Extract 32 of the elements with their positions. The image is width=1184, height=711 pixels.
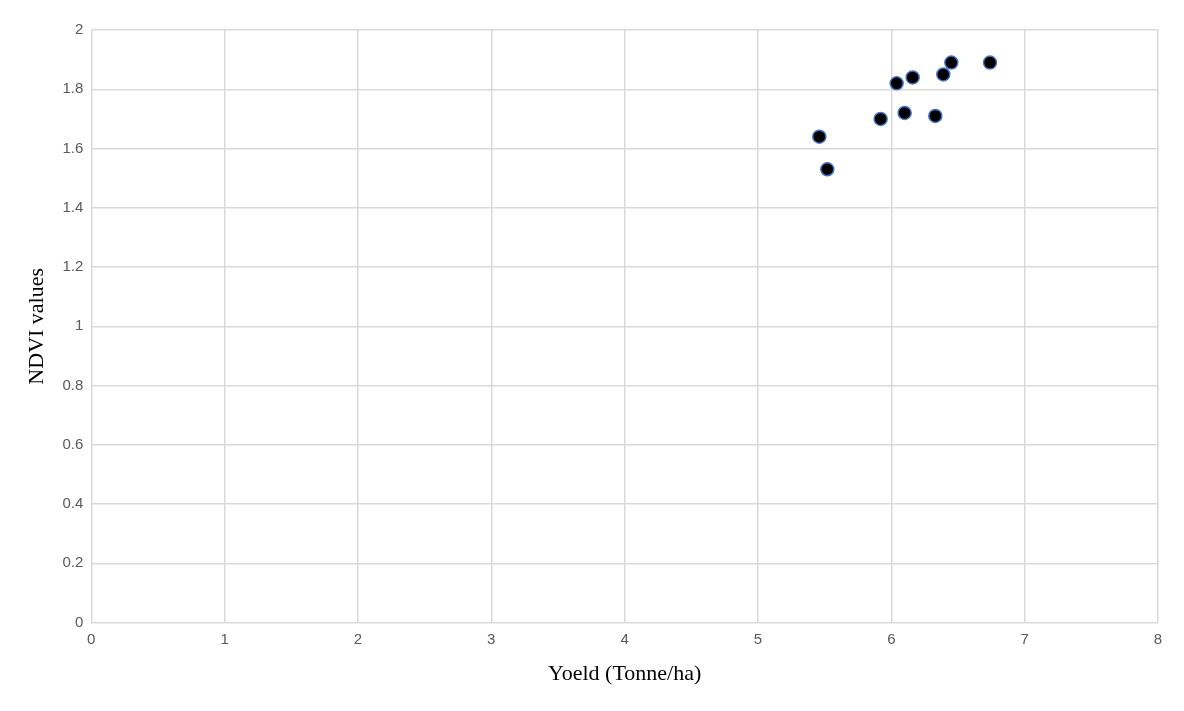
- x-tick-label: 2: [353, 629, 363, 647]
- point: [936, 67, 951, 82]
- point: [897, 105, 912, 121]
- point: [905, 70, 920, 85]
- point: [944, 55, 959, 70]
- y-axis-title: NDVI values: [22, 267, 48, 385]
- x-tick-label: 6: [887, 629, 896, 647]
- y-tick-label: 2: [74, 20, 84, 38]
- y-tick-label: 0.4: [62, 494, 84, 512]
- x-tick-label: 7: [1020, 629, 1029, 647]
- x-tick-label: 4: [620, 629, 629, 647]
- x-tick-label: 1: [220, 629, 229, 647]
- point: [889, 76, 904, 91]
- y-tick-label: 1.6: [62, 138, 84, 156]
- point: [982, 55, 998, 70]
- x-tick-label: 3: [487, 629, 496, 647]
- point: [928, 108, 943, 124]
- x-tick-label: 0: [87, 629, 96, 647]
- y-tick-label: 0.8: [62, 375, 84, 393]
- x-axis-title: Yoeld (Tonne/ha): [547, 659, 702, 685]
- x-tick-label: 5: [753, 629, 763, 647]
- y-tick-label: 1.4: [62, 197, 84, 215]
- y-tick-label: 1.2: [62, 257, 84, 275]
- y-tick-label: 0.6: [62, 434, 84, 452]
- y-tick-label: 0: [74, 612, 84, 630]
- x-tick-label: 8: [1153, 629, 1163, 647]
- y-tick-label: 0.2: [62, 553, 84, 571]
- y-tick-label: 1: [74, 316, 84, 334]
- y-tick-label: 1.8: [62, 79, 84, 97]
- point: [820, 162, 835, 177]
- point: [812, 129, 827, 144]
- point: [873, 111, 888, 127]
